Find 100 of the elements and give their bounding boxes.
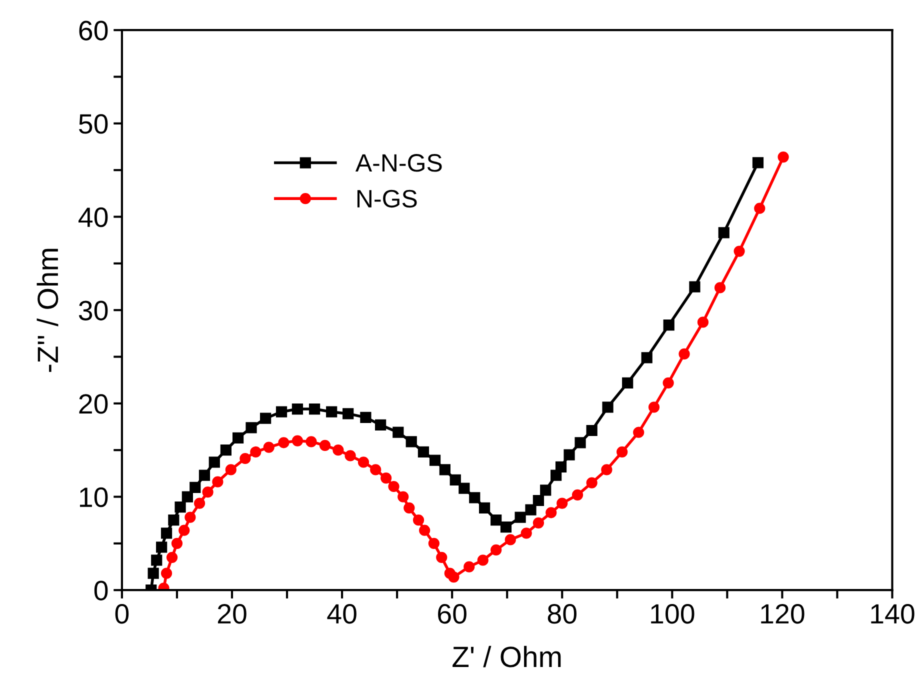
y-tick-label: 60 [79,20,108,40]
point [276,406,288,418]
point [601,464,612,476]
point [678,348,690,360]
point [375,419,386,430]
point [344,450,356,462]
point [198,470,210,481]
point [156,542,168,553]
point [166,552,178,563]
x-tick-label: 60 [438,604,466,624]
point [477,554,488,566]
point [160,568,172,579]
point [380,472,392,484]
point [182,491,193,502]
point [429,454,441,466]
legend-label: N-GS [357,190,417,208]
x-tick-label: 100 [651,604,694,624]
y-tick-label: 20 [79,394,108,414]
point [418,446,430,458]
point [714,282,726,294]
x-tick-label: 120 [761,604,804,624]
point [263,442,274,453]
point [546,507,557,518]
point [754,202,766,214]
point [616,446,628,458]
y-tick-label: 10 [80,487,108,508]
point [392,426,404,438]
x-tick-label: 40 [327,604,356,624]
legend-label: A-N-GS [355,154,442,172]
point [360,412,372,423]
point [225,464,236,476]
point [406,436,417,448]
point [689,281,700,292]
point [358,456,370,468]
point [555,461,567,472]
point [514,512,526,523]
point [504,534,516,546]
y-axis-title: -Z'' / Ohm [36,248,58,372]
x-tick-label: 80 [548,604,576,624]
point [326,406,338,418]
point [648,402,660,413]
point [306,436,317,448]
point [464,561,475,572]
point [398,491,409,502]
point [564,449,575,460]
point [319,440,331,451]
point [184,512,196,523]
y-tick-label: 50 [78,114,108,134]
x-axis-title: Z' / Ohm [452,646,561,668]
point [556,498,568,509]
point [663,319,674,331]
point [404,502,415,514]
point [412,514,424,526]
point [458,482,470,494]
point [500,522,512,533]
point [194,498,206,509]
point [419,524,430,536]
y-tick-label: 40 [78,207,108,228]
point [778,151,789,163]
point [232,432,244,444]
point [178,524,190,536]
point [532,494,544,506]
point [246,422,257,434]
point [208,456,220,468]
point [602,402,614,413]
point [428,538,440,549]
point [148,568,159,579]
point [212,476,224,488]
point [718,227,730,238]
point [370,464,382,476]
point [174,501,186,513]
point [151,554,162,566]
point [752,157,764,168]
point [160,528,172,539]
point [308,403,320,415]
point [220,444,232,456]
point [240,452,251,464]
point [292,403,304,415]
point [439,464,450,476]
point [292,435,304,446]
point [662,377,674,388]
point [572,489,584,500]
point [697,316,709,328]
point [260,412,272,424]
point [490,514,502,526]
point [540,484,552,496]
point [278,437,290,448]
point [478,502,490,514]
point [332,444,344,456]
point [586,424,598,436]
point [586,477,598,488]
point [532,517,544,528]
y-tick-label: 30 [78,300,108,320]
point [469,492,480,504]
point [574,437,586,448]
point [202,486,214,498]
point [448,571,460,583]
point [520,528,532,539]
point [171,538,183,549]
point [342,408,354,420]
